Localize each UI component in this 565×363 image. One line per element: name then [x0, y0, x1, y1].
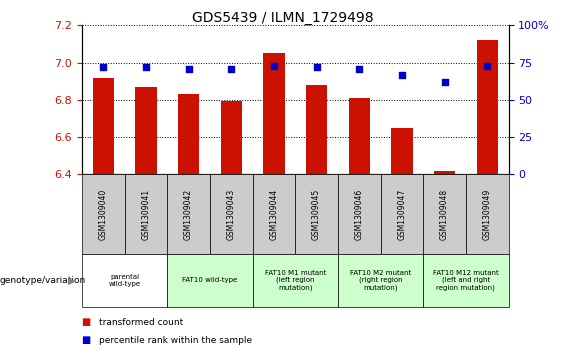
Point: [141, 64, 150, 70]
Text: parental
wild-type: parental wild-type: [108, 274, 141, 287]
Bar: [93, 78, 114, 174]
Text: GSM1309049: GSM1309049: [483, 188, 492, 240]
Point: [312, 64, 321, 70]
Point: [227, 66, 236, 72]
Point: [184, 66, 193, 72]
Text: transformed count: transformed count: [99, 318, 183, 327]
Bar: [476, 40, 498, 174]
Text: FAT10 M1 mutant
(left region
mutation): FAT10 M1 mutant (left region mutation): [264, 270, 326, 291]
Text: ■: ■: [82, 317, 94, 327]
Text: GSM1309040: GSM1309040: [99, 188, 108, 240]
Text: FAT10 M12 mutant
(left and right
region mutation): FAT10 M12 mutant (left and right region …: [433, 270, 499, 291]
Text: ■: ■: [82, 335, 94, 345]
Point: [397, 72, 406, 77]
Text: GDS5439 / ILMN_1729498: GDS5439 / ILMN_1729498: [192, 11, 373, 25]
Bar: [434, 171, 455, 174]
Bar: [306, 85, 327, 174]
Text: GSM1309046: GSM1309046: [355, 188, 364, 240]
Text: GSM1309045: GSM1309045: [312, 188, 321, 240]
Point: [483, 63, 492, 69]
Text: GSM1309044: GSM1309044: [270, 188, 279, 240]
Text: genotype/variation: genotype/variation: [0, 276, 86, 285]
Point: [440, 79, 449, 85]
Text: GSM1309043: GSM1309043: [227, 188, 236, 240]
Text: GSM1309047: GSM1309047: [397, 188, 406, 240]
Text: GSM1309048: GSM1309048: [440, 189, 449, 240]
Text: FAT10 M2 mutant
(right region
mutation): FAT10 M2 mutant (right region mutation): [350, 270, 411, 291]
Bar: [178, 94, 199, 174]
Text: FAT10 wild-type: FAT10 wild-type: [182, 277, 237, 284]
Point: [355, 66, 364, 72]
Bar: [220, 101, 242, 174]
Bar: [263, 53, 285, 174]
Bar: [349, 98, 370, 174]
Text: GSM1309041: GSM1309041: [141, 189, 150, 240]
Point: [99, 64, 108, 70]
Point: [270, 63, 279, 69]
Text: GSM1309042: GSM1309042: [184, 189, 193, 240]
Text: ▶: ▶: [68, 276, 75, 285]
Bar: [135, 87, 157, 174]
Text: percentile rank within the sample: percentile rank within the sample: [99, 336, 252, 345]
Bar: [391, 128, 412, 174]
